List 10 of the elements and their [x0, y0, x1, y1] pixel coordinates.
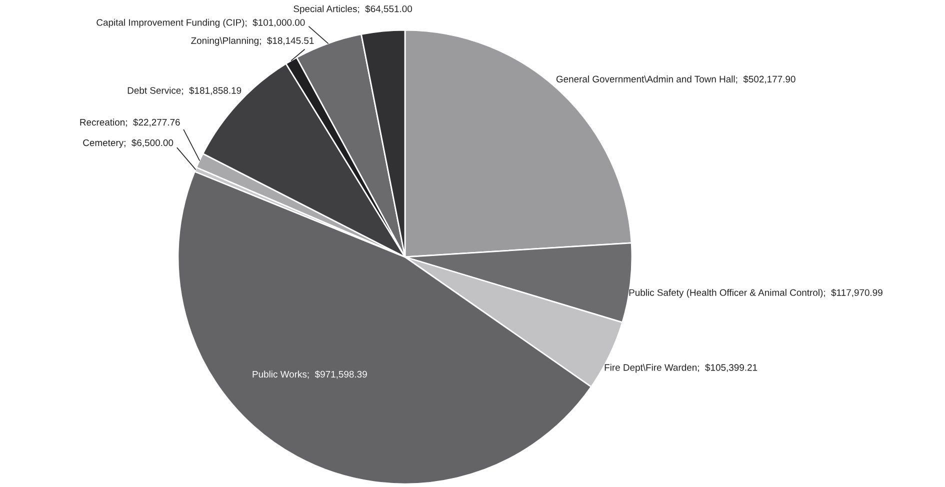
slice-label: General Government\Admin and Town Hall; $502,177.90: [556, 75, 796, 84]
slice-label: Public Safety (Health Officer & Animal Control); $117,970.99: [629, 288, 882, 298]
slice-label: Special Articles; $64,551.00: [294, 5, 412, 14]
slice-label: Capital Improvement Funding (CIP); $101,000.00: [96, 18, 305, 28]
slice-label: Fire Dept\Fire Warden; $105,399.21: [604, 364, 758, 373]
slice-label: Zoning\Planning; $18,145.51: [191, 36, 314, 46]
slice-label: Cemetery; $6,500.00: [83, 139, 174, 148]
slice-label: Debt Service; $181,858.19: [128, 86, 242, 95]
slice-label: Public Works; $971,598.39: [252, 370, 367, 379]
slice-label: Recreation; $22,277.76: [80, 118, 180, 127]
